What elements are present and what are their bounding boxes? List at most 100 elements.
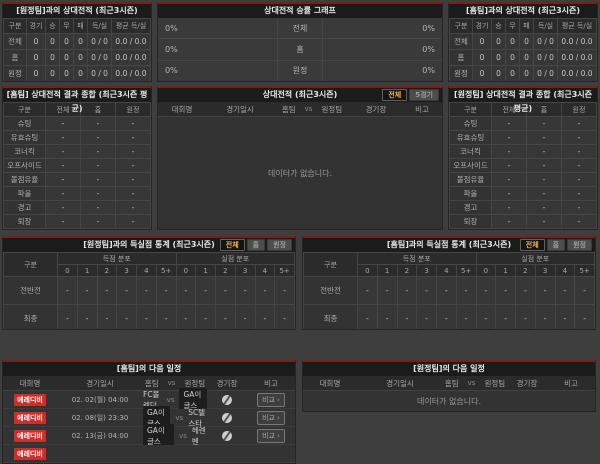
table-row: 코너킥 - - -	[3, 144, 151, 159]
panel-schedule-away: [원정팀]의 다음 일정 대회명 경기일시 홈팀 vs 원정팀 경기장 비고 데…	[302, 360, 596, 412]
table-row: 유효슈팅 - - -	[3, 130, 151, 145]
table-row: 홈 0 0 0 0 0 / 0 0.0 / 0.0	[3, 49, 151, 66]
filter-away-button[interactable]: 원정	[567, 239, 592, 251]
column-header: 0	[175, 264, 197, 277]
league-badge: 에레디비	[14, 393, 46, 406]
column-header: 5+	[155, 264, 177, 277]
row-head-to-head: [원정팀]과의 상대전적 (최근3시즌) 구분 경기 승 무 패 득/실 평균 …	[2, 2, 598, 82]
header-row: 구분 전체 홈 원정	[449, 102, 597, 117]
cell: 0.0 / 0.0	[557, 49, 597, 66]
match-datetime: 02. 13(금) 04:00	[71, 431, 129, 440]
row-label: 코너킥	[449, 144, 492, 159]
away-team: SC텔스타	[188, 407, 206, 428]
table-row: 최종 ------ ------	[3, 304, 295, 329]
cell: 0.0 / 0.0	[557, 33, 597, 50]
cell: -	[491, 158, 527, 173]
row-label: 코너킥	[3, 144, 46, 159]
row-label: 원정	[449, 65, 473, 81]
table-row: 퇴장 - - -	[3, 214, 151, 229]
column-header: 경기일시	[386, 378, 414, 388]
cell: 0 / 0	[87, 49, 112, 66]
cell: -	[115, 200, 151, 215]
league-badge: 에레디비	[14, 447, 46, 460]
no-stadium-icon	[220, 393, 234, 406]
no-stadium-icon	[220, 411, 234, 424]
chevron-right-icon: ›	[277, 431, 280, 440]
panel-summary-home: [홈팀] 상대전적 결과 종합 (최근3시즌 평균) 구분 전체 홈 원정 슈팅…	[2, 86, 152, 230]
cell: -	[175, 276, 197, 305]
cell: -	[574, 304, 595, 329]
table-row: 볼점유율 - - -	[3, 172, 151, 187]
compare-button[interactable]: 비교 ›	[257, 410, 285, 425]
table-row: 전반전 ------ ------	[3, 276, 295, 305]
column-header: 승	[45, 18, 60, 34]
vs-label: vs	[304, 105, 313, 113]
panel-title: [원정팀]과의 득실점 통계 (최근3시즌)	[83, 240, 215, 249]
row-label: 경고	[3, 200, 46, 215]
panel-title: [원정팀]의 다음 일정	[303, 362, 595, 376]
filter-home-button[interactable]: 홈	[246, 239, 266, 251]
filter-home-button[interactable]: 홈	[546, 239, 566, 251]
table-row: 파울 - - -	[449, 186, 597, 201]
cell: 0	[45, 49, 60, 66]
cell: 0 / 0	[533, 49, 558, 66]
cell: -	[215, 304, 236, 329]
filter-all-button[interactable]: 전체	[382, 89, 408, 101]
cell: -	[80, 172, 116, 187]
panel-title: [홈팀]과의 득실점 통계 (최근3시즌)	[386, 240, 512, 249]
cell: -	[45, 144, 81, 159]
away-winrate-value: 0%	[422, 66, 435, 76]
match-teams: GA이글스 vs 헤렌벤	[143, 423, 207, 448]
cell: -	[396, 304, 418, 329]
panel-title: [홈팀]의 다음 일정	[3, 362, 295, 376]
cell: -	[45, 116, 81, 131]
cell: -	[491, 214, 527, 229]
cell: 0	[45, 33, 60, 50]
away-team: 헤렌벤	[191, 425, 206, 446]
panel-title: [홈팀]과의 상대전적 (최근3시즌)	[449, 4, 597, 18]
filter-5games-button[interactable]: 5경기	[409, 89, 439, 101]
column-header: 4	[254, 264, 276, 277]
cell: -	[515, 276, 536, 305]
compare-button[interactable]: 비교 ›	[257, 428, 285, 443]
column-header: 구분	[449, 18, 473, 34]
filter-all-button[interactable]: 전체	[519, 239, 545, 251]
table-row: 최종 ------ ------	[303, 304, 595, 329]
compare-button[interactable]: 비교 ›	[257, 392, 285, 407]
table-row: 경고 - - -	[449, 200, 597, 215]
column-header: 원정팀	[184, 378, 206, 388]
cell: -	[115, 214, 151, 229]
cell: -	[254, 304, 276, 329]
cell: -	[526, 186, 562, 201]
column-header: 경기	[26, 18, 46, 34]
cell: -	[561, 172, 597, 187]
table-row: 오프사이드 - - -	[449, 158, 597, 173]
filter-away-button[interactable]: 원정	[267, 239, 292, 251]
away-team: GA이글스	[179, 387, 207, 412]
column-header: 2	[96, 264, 118, 277]
cell: -	[155, 304, 177, 329]
cell: -	[561, 186, 597, 201]
cell: 0	[59, 33, 74, 50]
column-header: 구분	[303, 252, 358, 277]
cell: 0	[519, 65, 534, 81]
cell: -	[491, 186, 527, 201]
panel-goals-vs-away: [원정팀]과의 득실점 통계 (최근3시즌) 전체 홈 원정 구분 득점 분포 …	[2, 236, 296, 330]
cell: -	[80, 158, 116, 173]
goals-vs-away-table: 구분 득점 분포 실점 분포 0 1 2 3 4 5+ 0 1 2 3 4 5+ 전반전 -----…	[3, 252, 295, 329]
cell: -	[526, 130, 562, 145]
row-label: 최종	[303, 304, 358, 329]
column-header: 1	[376, 264, 398, 277]
column-header: 구분	[3, 18, 27, 34]
row-h2h-summary: [홈팀] 상대전적 결과 종합 (최근3시즌 평균) 구분 전체 홈 원정 슈팅…	[2, 86, 598, 230]
cell: 0 / 0	[87, 33, 112, 50]
cell: -	[234, 276, 256, 305]
column-group-header: 득점 분포	[57, 252, 177, 265]
column-header: 원정팀	[484, 378, 506, 388]
panel-summary-away: [원정팀] 상대전적 결과 종합 (최근3시즌 평균) 구분 전체 홈 원정 슈…	[448, 86, 598, 230]
goals-vs-home-table: 구분 득점 분포 실점 분포 0 1 2 3 4 5+ 0 1 2 3 4 5+ 전반전 -----…	[303, 252, 595, 329]
column-header: 2	[515, 264, 536, 277]
filter-all-button[interactable]: 전체	[219, 239, 245, 251]
compare-button-label: 비교	[262, 431, 276, 440]
cell: -	[526, 144, 562, 159]
